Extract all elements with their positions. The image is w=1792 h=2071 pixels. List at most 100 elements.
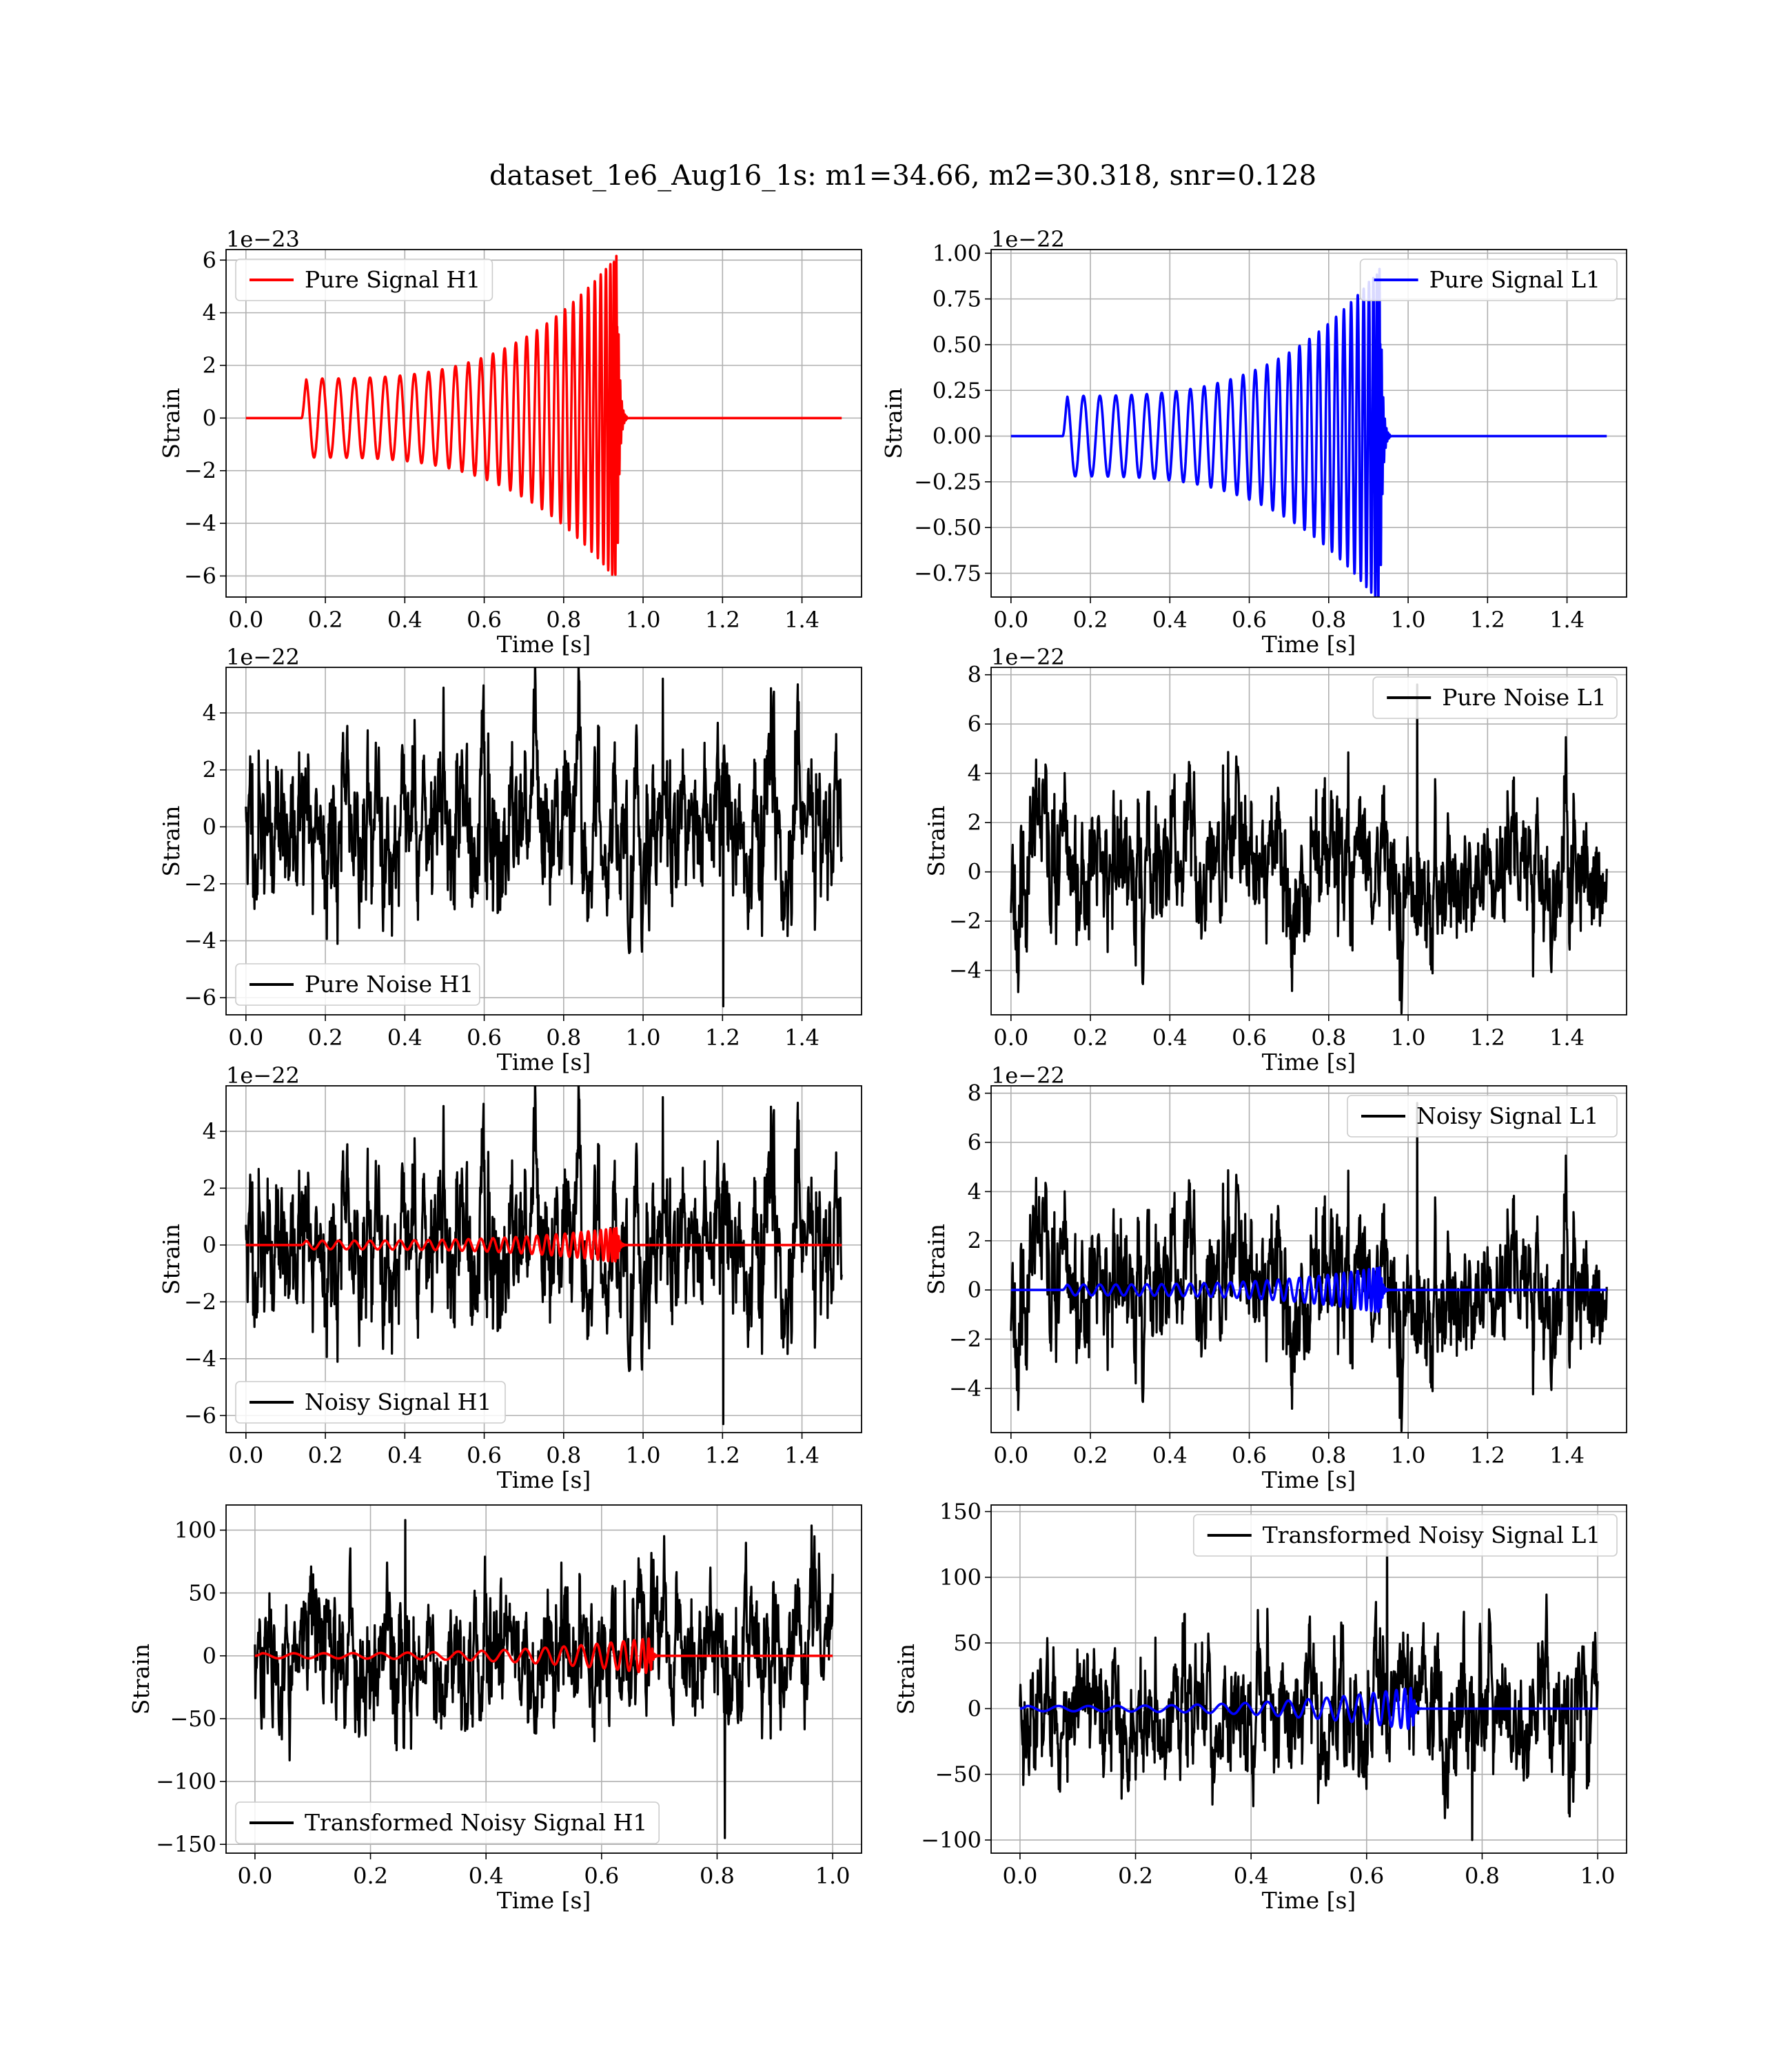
y-tick-label: 2 bbox=[203, 757, 216, 783]
panel-transformed-noisy-signal-l1: 0.0 0.2 0.4 0.6 0.8 1.0 −100 −50 0 50 100 150 Time [… bbox=[893, 1499, 1627, 1914]
x-tick-label: 1.0 bbox=[1580, 1863, 1616, 1889]
x-tick-label: 1.2 bbox=[705, 607, 740, 633]
series-line-primary bbox=[245, 254, 843, 576]
series-line-signal bbox=[1019, 1686, 1599, 1730]
y-axis-label: Strain bbox=[158, 1224, 185, 1295]
x-tick-label: 0.4 bbox=[387, 1442, 422, 1468]
y-tick-label: −150 bbox=[156, 1831, 216, 1857]
offset-text: 1e−22 bbox=[226, 644, 300, 670]
legend: Pure Noise L1 bbox=[1372, 676, 1618, 719]
y-axis-label: Strain bbox=[158, 805, 185, 876]
y-tick-label: 0 bbox=[968, 859, 981, 885]
x-tick-label: 1.0 bbox=[815, 1863, 851, 1889]
x-tick-label: 0.4 bbox=[387, 607, 422, 633]
y-tick-label: 0.75 bbox=[933, 286, 981, 312]
x-tick-label: 0.0 bbox=[993, 1442, 1028, 1468]
x-tick-label: 0.2 bbox=[308, 1442, 343, 1468]
x-tick-label: 0.6 bbox=[467, 607, 502, 633]
x-axis-label: Time [s] bbox=[497, 1049, 591, 1075]
plot-area bbox=[245, 1086, 843, 1426]
series-line-primary bbox=[254, 1519, 834, 1839]
y-tick-label: 2 bbox=[968, 809, 981, 836]
grid bbox=[991, 250, 1627, 597]
y-tick-label: −100 bbox=[921, 1827, 981, 1853]
y-tick-label: 6 bbox=[968, 711, 981, 737]
x-tick-label: 0.0 bbox=[228, 607, 263, 633]
y-tick-label: 4 bbox=[203, 700, 216, 726]
legend: Pure Signal L1 bbox=[1359, 259, 1618, 301]
y-tick-label: 100 bbox=[939, 1564, 981, 1590]
x-axis-label: Time [s] bbox=[497, 1887, 591, 1914]
legend-label: Transformed Noisy Signal H1 bbox=[305, 1809, 647, 1836]
series-line-primary bbox=[1019, 1517, 1599, 1841]
panels: 0.0 0.2 0.4 0.6 0.8 1.0 1.2 1.4 −6 −4 −2 0 2 4 6 Time [… bbox=[128, 226, 1627, 1914]
offset-text: 1e−22 bbox=[991, 644, 1065, 670]
legend-frame bbox=[235, 963, 480, 1006]
y-tick-label: 6 bbox=[203, 247, 216, 273]
plot-area bbox=[1010, 683, 1608, 1015]
panel-pure-noise-l1: 0.0 0.2 0.4 0.6 0.8 1.0 1.2 1.4 −4 −2 0 2 4 6 8 Time [s… bbox=[923, 644, 1627, 1075]
offset-text: 1e−22 bbox=[226, 1062, 300, 1089]
x-tick-label: 0.2 bbox=[1073, 607, 1108, 633]
x-tick-label: 0.0 bbox=[993, 607, 1028, 633]
x-tick-label: 0.6 bbox=[467, 1024, 502, 1051]
legend-label: Noisy Signal H1 bbox=[305, 1388, 491, 1415]
y-tick-label: −0.50 bbox=[914, 514, 981, 541]
x-axis-label: Time [s] bbox=[1262, 1887, 1356, 1914]
y-tick-label: 0.50 bbox=[933, 332, 981, 358]
legend-label: Pure Signal H1 bbox=[305, 266, 480, 293]
x-tick-label: 0.2 bbox=[353, 1863, 388, 1889]
series-line-primary bbox=[245, 667, 843, 1008]
x-axis-label: Time [s] bbox=[1262, 1049, 1356, 1075]
x-tick-label: 1.2 bbox=[1470, 1442, 1505, 1468]
y-axis-label: Strain bbox=[158, 387, 185, 458]
y-tick-label: −2 bbox=[184, 458, 216, 484]
y-tick-label: −2 bbox=[949, 908, 981, 934]
y-tick-label: 50 bbox=[188, 1580, 216, 1606]
x-tick-label: 0.6 bbox=[1349, 1863, 1384, 1889]
x-tick-label: 0.2 bbox=[1073, 1024, 1108, 1051]
legend-label: Pure Noise L1 bbox=[1442, 684, 1606, 711]
y-tick-label: −6 bbox=[184, 563, 216, 589]
legend-label: Pure Noise H1 bbox=[305, 971, 474, 998]
x-axis-label: Time [s] bbox=[1262, 631, 1356, 658]
x-tick-label: 0.6 bbox=[467, 1442, 502, 1468]
y-tick-label: −6 bbox=[184, 984, 216, 1011]
panel-noisy-signal-l1: 0.0 0.2 0.4 0.6 0.8 1.0 1.2 1.4 −4 −2 0 2 4 6 8 Time [s… bbox=[923, 1062, 1627, 1493]
legend-frame bbox=[235, 1381, 506, 1424]
x-tick-label: 0.8 bbox=[1311, 1024, 1346, 1051]
legend-label: Transformed Noisy Signal L1 bbox=[1263, 1522, 1600, 1548]
series-line-primary bbox=[1010, 267, 1608, 597]
y-tick-label: 0 bbox=[203, 405, 216, 431]
y-tick-label: −50 bbox=[170, 1706, 216, 1732]
y-tick-label: 1.00 bbox=[933, 240, 981, 266]
x-axis-label: Time [s] bbox=[497, 631, 591, 658]
y-tick-label: −2 bbox=[184, 871, 216, 897]
offset-text: 1e−22 bbox=[991, 226, 1065, 252]
y-tick-label: 100 bbox=[174, 1517, 216, 1543]
x-tick-label: 0.0 bbox=[228, 1442, 263, 1468]
legend-frame bbox=[1359, 259, 1618, 301]
y-tick-label: −100 bbox=[156, 1768, 216, 1795]
panel-noisy-signal-h1: 0.0 0.2 0.4 0.6 0.8 1.0 1.2 1.4 −6 −4 −2 0 2 4 Time [s… bbox=[158, 1062, 862, 1493]
y-tick-label: 6 bbox=[968, 1129, 981, 1155]
y-tick-label: −4 bbox=[184, 928, 216, 954]
y-axis-label: Strain bbox=[128, 1644, 154, 1715]
legend-label: Pure Signal L1 bbox=[1429, 266, 1600, 293]
x-tick-label: 0.2 bbox=[1073, 1442, 1108, 1468]
y-tick-label: 150 bbox=[939, 1499, 981, 1525]
y-axis-label: Strain bbox=[923, 805, 950, 876]
x-tick-label: 1.4 bbox=[784, 1442, 819, 1468]
x-tick-label: 0.6 bbox=[1232, 1024, 1267, 1051]
axes-frame bbox=[990, 249, 1627, 598]
x-tick-label: 0.6 bbox=[1232, 1442, 1267, 1468]
x-tick-label: 0.4 bbox=[387, 1024, 422, 1051]
y-tick-label: −2 bbox=[184, 1289, 216, 1315]
x-tick-label: 1.4 bbox=[784, 1024, 819, 1051]
x-tick-label: 0.6 bbox=[1232, 607, 1267, 633]
y-tick-label: −4 bbox=[949, 1375, 981, 1402]
x-tick-label: 0.8 bbox=[546, 1024, 581, 1051]
legend: Noisy Signal H1 bbox=[235, 1381, 506, 1424]
x-tick-label: 0.4 bbox=[1152, 607, 1188, 633]
